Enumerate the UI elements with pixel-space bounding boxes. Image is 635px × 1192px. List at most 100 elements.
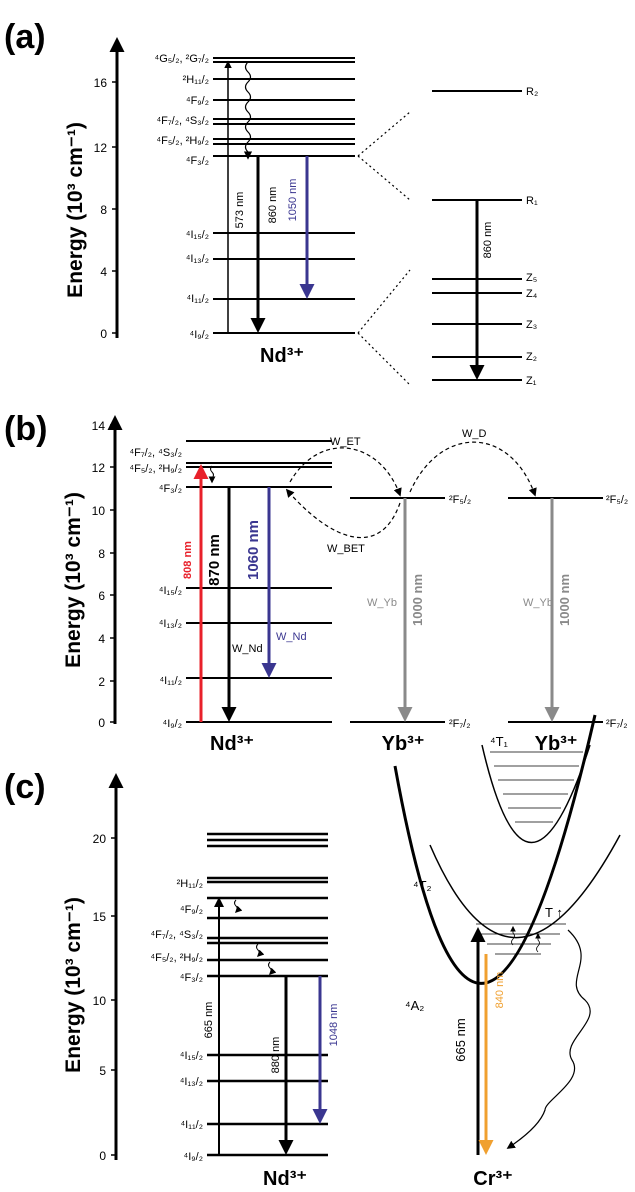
level-label: ⁴F₃/₂ bbox=[186, 155, 209, 167]
panel-c-levels bbox=[207, 832, 328, 1157]
connector-dotted bbox=[357, 111, 411, 157]
panel-b-label: (b) bbox=[4, 410, 47, 448]
rate-w-yb: W_Yb bbox=[367, 597, 397, 609]
level-label: ⁴I₁₁/₂ bbox=[159, 675, 182, 687]
cr-coordinate-diagram: ⁴T₁ ⁴T₂ ⁴A₂ T ↑ 665 nm 840 nm Cr³⁺ bbox=[393, 714, 621, 1190]
tick-label: 10 bbox=[93, 994, 107, 1008]
level-label: ⁴G₅/₂, ²G₇/₂ bbox=[155, 53, 209, 65]
panel-c-label: (c) bbox=[4, 768, 46, 806]
level-label: ²H₁₁/₂ bbox=[183, 74, 209, 86]
level-label: ⁴I₁₁/₂ bbox=[186, 293, 209, 305]
relaxation-wavy-arrow bbox=[234, 899, 243, 913]
stark-label: Z₁ bbox=[526, 375, 537, 387]
level-label: ⁴F₇/₂, ⁴S₃/₂ bbox=[156, 115, 209, 127]
cr-arrow-label-840: 840 nm bbox=[494, 972, 506, 1009]
panel-c-cr-ion: Cr³⁺ bbox=[473, 1168, 512, 1190]
panel-b-yb-ion: Yb³⁺ bbox=[382, 733, 425, 755]
relaxation-wavy-arrow bbox=[208, 465, 216, 484]
level-label: ⁴I₁₃/₂ bbox=[180, 1076, 203, 1088]
panel-a-y-axis-label: Energy (10³ cm⁻¹) bbox=[64, 122, 87, 298]
panel-a: (a) Energy (10³ cm⁻¹) 0 4 8 12 16 bbox=[4, 18, 538, 387]
tick-label: 15 bbox=[93, 910, 107, 924]
panel-a-ion: Nd³⁺ bbox=[260, 345, 304, 367]
panel-c: (c) Energy (10³ cm⁻¹) 0 5 10 15 20 bbox=[4, 714, 621, 1190]
stark-label: Z₄ bbox=[526, 288, 538, 300]
panel-c-ticks: 0 5 10 15 20 bbox=[93, 832, 116, 1163]
tick-label: 16 bbox=[94, 76, 108, 90]
yb-level-label: ²F₅/₂ bbox=[449, 494, 471, 506]
stark-label: Z₃ bbox=[526, 319, 537, 331]
arrow-label-573: 573 nm bbox=[234, 192, 246, 229]
level-label: ⁴I₉/₂ bbox=[190, 329, 209, 341]
level-label: ⁴F₇/₂, ⁴S₃/₂ bbox=[150, 929, 203, 941]
tick-label: 0 bbox=[98, 716, 105, 730]
level-label: ⁴I₉/₂ bbox=[184, 1151, 203, 1163]
rate-w-nd: W_Nd bbox=[276, 631, 307, 643]
back-transfer-curve bbox=[285, 488, 401, 539]
connector-dotted bbox=[357, 332, 411, 386]
level-label: ²H₁₁/₂ bbox=[177, 878, 203, 890]
level-label: ⁴F₇/₂, ⁴S₃/₂ bbox=[129, 447, 182, 459]
arrow-label-870: 870 nm bbox=[206, 534, 223, 586]
arrow-label-1048: 1048 nm bbox=[328, 1004, 340, 1047]
tick-label: 8 bbox=[100, 203, 107, 217]
level-label: ⁴F₅/₂, ²H₉/₂ bbox=[150, 952, 203, 964]
rate-w-nd: W_Nd bbox=[232, 643, 263, 655]
tick-label: 5 bbox=[99, 1064, 106, 1078]
tick-label: 8 bbox=[98, 547, 105, 561]
level-label: ⁴F₉/₂ bbox=[186, 95, 209, 107]
panel-b-levels bbox=[186, 440, 332, 723]
panel-c-y-axis-label: Energy (10³ cm⁻¹) bbox=[62, 897, 85, 1073]
nonradiative-wavy-arrow bbox=[506, 929, 591, 1149]
level-label: ⁴I₁₃/₂ bbox=[186, 253, 209, 265]
arrow-label-665: 665 nm bbox=[203, 1002, 215, 1039]
panel-c-nd-ion: Nd³⁺ bbox=[263, 1168, 307, 1190]
tick-label: 10 bbox=[92, 504, 106, 518]
stark-label: Z₂ bbox=[526, 351, 537, 363]
panel-a-ticks: 0 4 8 12 16 bbox=[94, 76, 117, 341]
arrow-label-880: 880 nm bbox=[270, 1037, 282, 1074]
panel-a-label: (a) bbox=[4, 18, 46, 56]
stark-label: Z₅ bbox=[526, 272, 537, 284]
arrow-label-1000: 1000 nm bbox=[410, 574, 425, 626]
stark-label: R₁ bbox=[526, 195, 538, 207]
temperature-label: T ↑ bbox=[545, 905, 563, 920]
yb-level-label: ²F₇/₂ bbox=[449, 718, 471, 730]
rate-w-d: W_D bbox=[462, 428, 487, 440]
relaxation-wavy-arrow bbox=[243, 61, 253, 160]
panel-b-nd-ion: Nd³⁺ bbox=[210, 733, 254, 755]
yb-level-label: ²F₅/₂ bbox=[606, 494, 628, 506]
arrow-label-1050: 1050 nm bbox=[287, 179, 299, 222]
arrow-label-860: 860 nm bbox=[267, 187, 279, 224]
rate-w-bet: W_BET bbox=[327, 543, 365, 555]
connector-dotted bbox=[357, 269, 411, 334]
tick-label: 6 bbox=[98, 589, 105, 603]
level-label: ⁴F₃/₂ bbox=[180, 972, 203, 984]
level-label: ⁴F₉/₂ bbox=[180, 904, 203, 916]
tick-label: 4 bbox=[98, 632, 105, 646]
level-label: ⁴I₉/₂ bbox=[163, 718, 182, 730]
tick-label: 20 bbox=[93, 832, 107, 846]
level-label: ⁴I₁₅/₂ bbox=[159, 585, 182, 597]
tick-label: 14 bbox=[92, 419, 106, 433]
relaxation-wavy-arrow bbox=[268, 961, 277, 975]
tick-label: 0 bbox=[99, 1149, 106, 1163]
energy-transfer-curve bbox=[409, 441, 537, 497]
yb-levels bbox=[350, 497, 603, 723]
panel-a-levels bbox=[213, 57, 355, 334]
stark-arrow-label: 860 nm bbox=[482, 222, 494, 259]
tick-label: 0 bbox=[100, 327, 107, 341]
level-label: ⁴F₅/₂, ²H₉/₂ bbox=[156, 135, 209, 147]
panel-b: (b) Energy (10³ cm⁻¹) 0 2 4 6 8 10 12 14 bbox=[4, 410, 628, 755]
ground-state-parabola bbox=[393, 714, 597, 985]
relaxation-wavy-arrow bbox=[256, 943, 265, 957]
level-label: ⁴I₁₅/₂ bbox=[186, 229, 209, 241]
tick-label: 4 bbox=[100, 265, 107, 279]
cr-arrow-label-665: 665 nm bbox=[453, 1018, 468, 1061]
state-label-a2: ⁴A₂ bbox=[405, 998, 424, 1013]
panel-b-ticks: 0 2 4 6 8 10 12 14 bbox=[92, 419, 115, 730]
tick-label: 12 bbox=[94, 141, 108, 155]
arrow-label-1060: 1060 nm bbox=[245, 520, 262, 580]
vibrational-levels bbox=[476, 751, 583, 955]
level-label: ⁴I₁₃/₂ bbox=[159, 618, 182, 630]
